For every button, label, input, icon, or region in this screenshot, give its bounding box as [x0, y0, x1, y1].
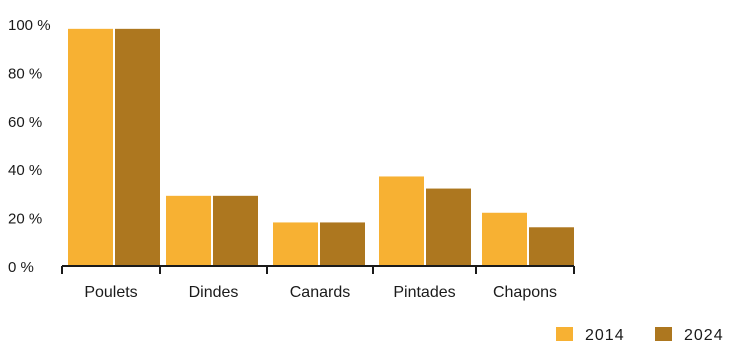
bar-pintades-2014	[379, 176, 424, 266]
legend-label-2024: 2024	[684, 327, 724, 344]
y-tick-label: 100 %	[8, 17, 51, 34]
y-tick-label: 20 %	[8, 211, 42, 228]
bar-canards-2014	[273, 222, 318, 266]
bar-poulets-2014	[68, 28, 113, 267]
legend-swatch-2024	[655, 327, 672, 341]
legend-swatch-2014	[556, 327, 573, 341]
x-tick-label: Poulets	[84, 284, 137, 301]
x-tick-label: Canards	[290, 284, 350, 301]
bar-chapons-2024	[529, 227, 574, 266]
bar-dindes-2014	[166, 195, 211, 266]
y-tick-label: 80 %	[8, 65, 42, 82]
x-tick-label: Chapons	[493, 284, 557, 301]
y-tick-label: 0 %	[8, 259, 34, 276]
y-axis-tick-labels: 0 % 20 % 40 % 60 % 80 % 100 %	[8, 17, 51, 276]
bar-canards-2024	[320, 222, 365, 266]
bar-pintades-2024	[426, 188, 471, 266]
bar-poulets-2024	[115, 28, 160, 267]
bars	[68, 28, 574, 267]
x-axis: Poulets Dindes Canards Pintades Chapons	[61, 265, 575, 301]
x-tick-label: Pintades	[393, 284, 455, 301]
y-tick-label: 40 %	[8, 162, 42, 179]
y-tick-label: 60 %	[8, 114, 42, 131]
bar-dindes-2024	[213, 195, 258, 266]
bar-chapons-2014	[482, 212, 527, 266]
x-tick-label: Dindes	[189, 284, 239, 301]
legend: 2014 2024	[556, 327, 724, 344]
legend-label-2014: 2014	[585, 327, 625, 344]
